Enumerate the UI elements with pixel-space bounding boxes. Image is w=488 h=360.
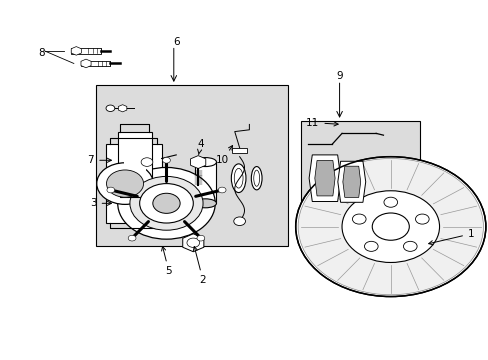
Bar <box>232 148 246 153</box>
Polygon shape <box>337 161 365 202</box>
Circle shape <box>298 158 483 295</box>
Circle shape <box>97 163 153 204</box>
Circle shape <box>141 158 153 166</box>
Bar <box>105 144 161 223</box>
Circle shape <box>107 187 115 193</box>
Polygon shape <box>308 155 340 202</box>
Circle shape <box>128 235 136 241</box>
Text: 6: 6 <box>173 37 179 47</box>
Ellipse shape <box>194 158 216 167</box>
Ellipse shape <box>253 170 259 186</box>
Circle shape <box>233 217 245 226</box>
Circle shape <box>383 197 397 207</box>
Circle shape <box>415 214 428 224</box>
Circle shape <box>295 157 485 297</box>
Polygon shape <box>314 161 334 196</box>
Text: 2: 2 <box>193 247 206 285</box>
Text: 3: 3 <box>90 198 111 208</box>
Text: 9: 9 <box>336 71 342 81</box>
Bar <box>123 142 145 178</box>
Circle shape <box>341 191 439 262</box>
Text: 10: 10 <box>216 145 232 165</box>
Bar <box>96 85 288 246</box>
Text: 8: 8 <box>38 48 44 58</box>
Bar <box>81 60 110 66</box>
Ellipse shape <box>231 164 245 193</box>
Circle shape <box>197 235 204 241</box>
Text: 7: 7 <box>87 155 111 165</box>
Bar <box>194 162 216 203</box>
Ellipse shape <box>194 199 216 208</box>
Circle shape <box>162 157 170 163</box>
Circle shape <box>106 105 115 112</box>
Polygon shape <box>342 166 360 197</box>
Circle shape <box>186 238 199 247</box>
Ellipse shape <box>234 168 243 188</box>
Text: 1: 1 <box>428 229 473 245</box>
Text: 5: 5 <box>161 247 172 276</box>
Text: 4: 4 <box>197 139 203 155</box>
Text: 11: 11 <box>305 118 338 128</box>
Bar <box>71 48 101 54</box>
Circle shape <box>403 241 416 251</box>
Circle shape <box>364 241 377 251</box>
Circle shape <box>218 187 225 193</box>
Bar <box>118 132 152 189</box>
Circle shape <box>118 167 215 239</box>
Circle shape <box>106 170 143 197</box>
Circle shape <box>130 176 203 230</box>
Circle shape <box>140 184 193 223</box>
Circle shape <box>153 193 180 213</box>
Circle shape <box>352 214 366 224</box>
Bar <box>300 121 419 235</box>
Ellipse shape <box>251 167 262 190</box>
Circle shape <box>371 213 408 240</box>
